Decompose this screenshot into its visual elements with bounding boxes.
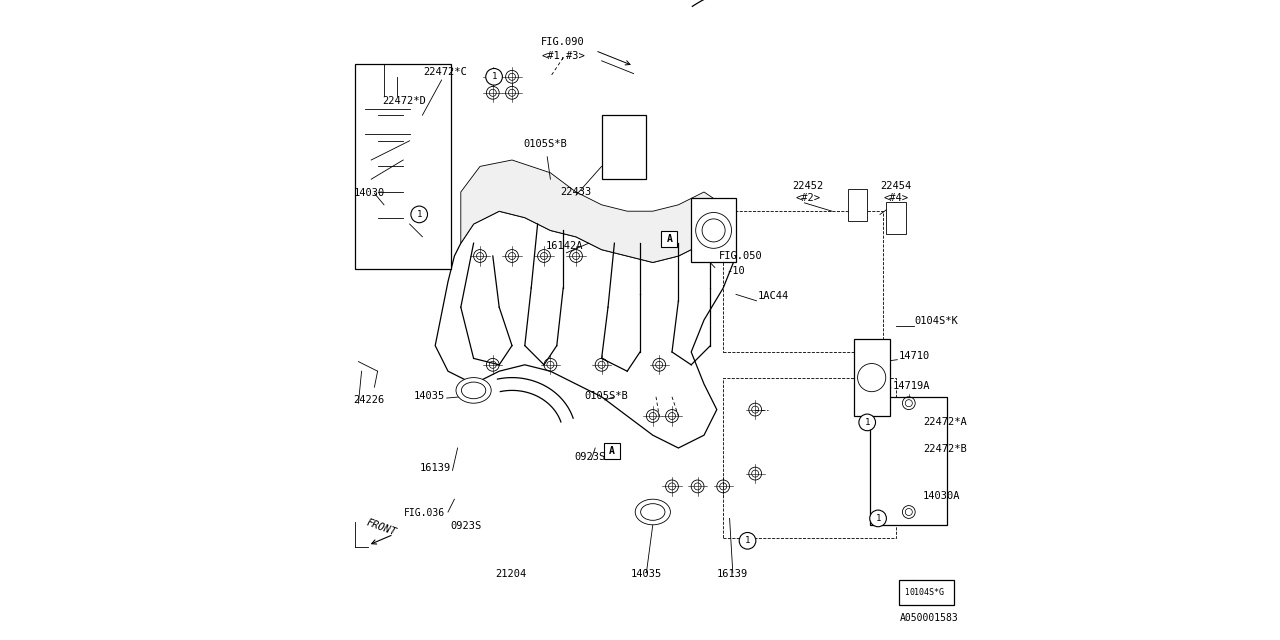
- Text: 22472*C: 22472*C: [422, 67, 467, 77]
- Text: 16142A: 16142A: [545, 241, 584, 252]
- Text: 16139: 16139: [420, 463, 451, 474]
- Bar: [900, 580, 954, 605]
- Text: FRONT: FRONT: [365, 518, 397, 538]
- Text: <#1,#3>: <#1,#3>: [541, 51, 585, 61]
- PathPatch shape: [461, 160, 723, 262]
- Text: 1: 1: [416, 210, 422, 219]
- Bar: [356, 64, 452, 269]
- Text: 0105S*B: 0105S*B: [524, 139, 567, 149]
- Text: 16139: 16139: [717, 569, 748, 579]
- Ellipse shape: [635, 499, 671, 525]
- Text: 24226: 24226: [353, 395, 384, 405]
- Text: 22472*B: 22472*B: [923, 444, 966, 454]
- Text: <#2>: <#2>: [795, 193, 820, 204]
- Text: 0105S*B: 0105S*B: [584, 390, 628, 401]
- Text: 22433: 22433: [561, 187, 591, 197]
- Bar: [855, 339, 890, 416]
- Text: 14035: 14035: [415, 390, 445, 401]
- Circle shape: [740, 532, 755, 549]
- Text: 14719A: 14719A: [893, 381, 931, 391]
- Text: 22472*A: 22472*A: [923, 417, 966, 428]
- Text: A: A: [609, 446, 614, 456]
- Text: 0104S*G: 0104S*G: [910, 588, 945, 597]
- Text: 1: 1: [876, 514, 881, 523]
- Text: A050001583: A050001583: [900, 612, 959, 623]
- Text: -10: -10: [727, 266, 745, 276]
- Text: 1: 1: [864, 418, 870, 427]
- Bar: [602, 115, 646, 179]
- Text: 0923S: 0923S: [451, 521, 481, 531]
- Circle shape: [486, 68, 503, 85]
- Text: <#4>: <#4>: [883, 193, 909, 204]
- Text: 14710: 14710: [900, 351, 931, 362]
- Bar: [886, 202, 906, 234]
- Bar: [604, 444, 620, 460]
- Text: FIG.090: FIG.090: [541, 36, 585, 47]
- Circle shape: [859, 414, 876, 431]
- PathPatch shape: [435, 211, 736, 448]
- Ellipse shape: [641, 504, 666, 520]
- Text: A: A: [667, 234, 672, 244]
- Text: 0923S: 0923S: [575, 452, 605, 462]
- Text: 21204: 21204: [495, 569, 526, 579]
- Text: 22454: 22454: [881, 180, 911, 191]
- Text: 1: 1: [904, 588, 909, 597]
- Ellipse shape: [462, 382, 486, 399]
- Ellipse shape: [456, 378, 492, 403]
- Text: 22452: 22452: [792, 180, 823, 191]
- Bar: [691, 198, 736, 262]
- Text: 1: 1: [745, 536, 750, 545]
- Text: 14030A: 14030A: [923, 491, 960, 501]
- Text: 1: 1: [492, 72, 497, 81]
- Text: FIG.036: FIG.036: [404, 508, 445, 518]
- Text: 14030: 14030: [353, 188, 384, 198]
- Bar: [723, 211, 883, 352]
- Circle shape: [870, 510, 887, 527]
- Text: FIG.050: FIG.050: [719, 251, 763, 261]
- Bar: [723, 378, 896, 538]
- Bar: [662, 231, 677, 247]
- Text: 1AC44: 1AC44: [758, 291, 788, 301]
- Bar: [870, 397, 947, 525]
- Bar: [849, 189, 868, 221]
- Text: 14035: 14035: [631, 569, 662, 579]
- Text: 22472*D: 22472*D: [383, 96, 426, 106]
- Text: 0104S*K: 0104S*K: [915, 316, 959, 326]
- Circle shape: [411, 206, 428, 223]
